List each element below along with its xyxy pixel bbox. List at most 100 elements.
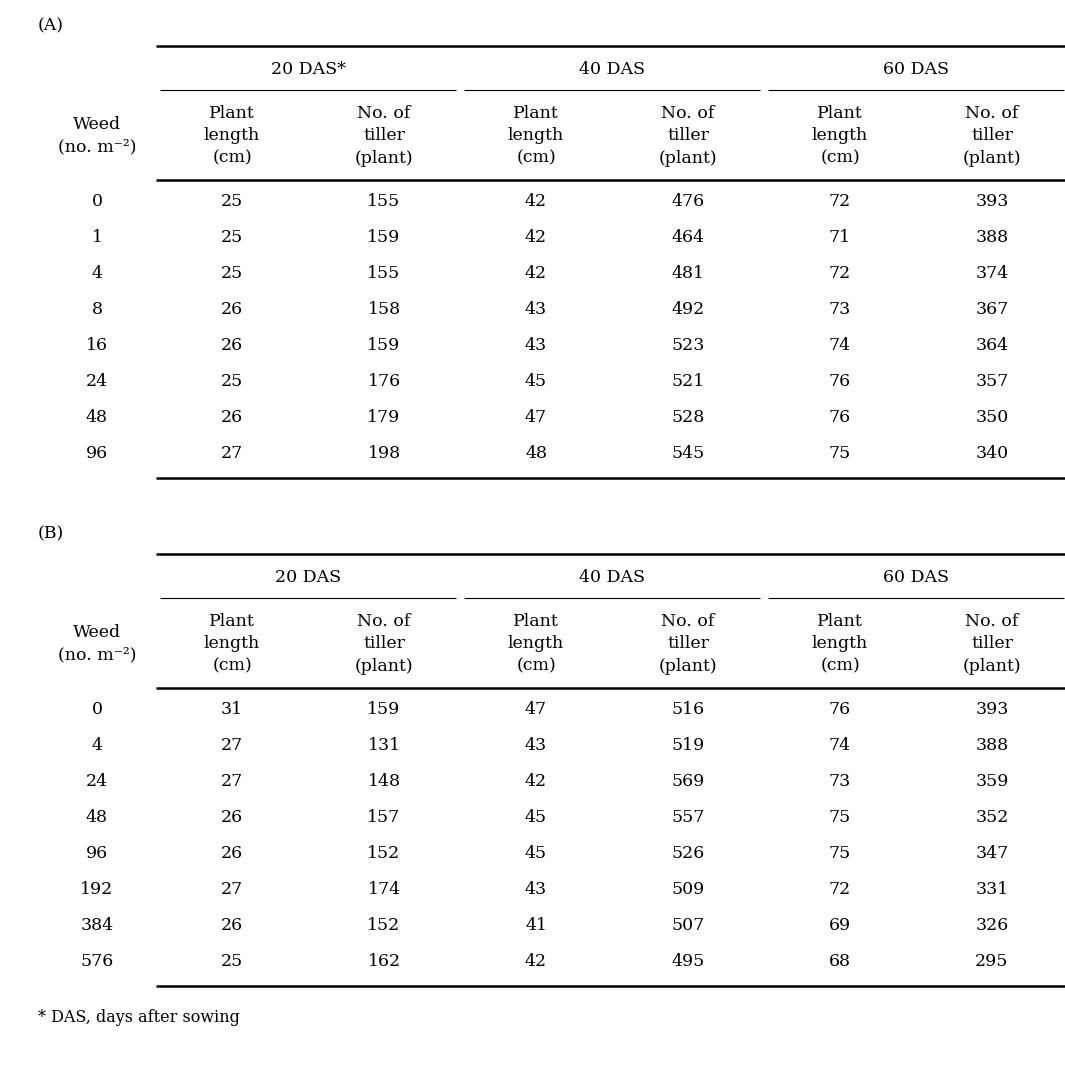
Text: 152: 152 — [367, 917, 400, 935]
Text: 27: 27 — [220, 738, 243, 754]
Text: 507: 507 — [671, 917, 705, 935]
Text: 42: 42 — [525, 953, 547, 970]
Text: 350: 350 — [976, 409, 1009, 426]
Text: 43: 43 — [525, 301, 547, 319]
Text: 76: 76 — [829, 702, 851, 718]
Text: 24: 24 — [86, 373, 108, 391]
Text: 45: 45 — [525, 373, 547, 391]
Text: 557: 557 — [671, 809, 705, 827]
Text: Weed
(no. m⁻²): Weed (no. m⁻²) — [58, 625, 136, 664]
Text: 159: 159 — [367, 702, 400, 718]
Text: Plant
length
(cm): Plant length (cm) — [203, 614, 260, 675]
Text: 516: 516 — [671, 702, 705, 718]
Text: 155: 155 — [367, 194, 400, 210]
Text: 96: 96 — [86, 845, 108, 863]
Text: 526: 526 — [671, 845, 705, 863]
Text: No. of
tiller
(plant): No. of tiller (plant) — [658, 614, 718, 675]
Text: 295: 295 — [976, 953, 1009, 970]
Text: 25: 25 — [220, 953, 243, 970]
Text: 43: 43 — [525, 738, 547, 754]
Text: 157: 157 — [367, 809, 400, 827]
Text: 45: 45 — [525, 809, 547, 827]
Text: No. of
tiller
(plant): No. of tiller (plant) — [963, 614, 1021, 675]
Text: 60 DAS: 60 DAS — [883, 569, 949, 586]
Text: 464: 464 — [672, 230, 705, 247]
Text: 72: 72 — [829, 194, 851, 210]
Text: 72: 72 — [829, 265, 851, 283]
Text: 476: 476 — [671, 194, 705, 210]
Text: 174: 174 — [367, 881, 400, 899]
Text: 75: 75 — [829, 845, 851, 863]
Text: 20 DAS: 20 DAS — [275, 569, 341, 586]
Text: Weed
(no. m⁻²): Weed (no. m⁻²) — [58, 116, 136, 156]
Text: 523: 523 — [671, 337, 705, 355]
Text: Plant
length
(cm): Plant length (cm) — [508, 614, 564, 675]
Text: 25: 25 — [220, 265, 243, 283]
Text: 26: 26 — [220, 337, 243, 355]
Text: 75: 75 — [829, 445, 851, 462]
Text: 71: 71 — [829, 230, 851, 247]
Text: 388: 388 — [976, 230, 1009, 247]
Text: 26: 26 — [220, 301, 243, 319]
Text: 74: 74 — [829, 337, 851, 355]
Text: 374: 374 — [976, 265, 1009, 283]
Text: 8: 8 — [92, 301, 102, 319]
Text: 26: 26 — [220, 917, 243, 935]
Text: 73: 73 — [829, 774, 851, 791]
Text: 364: 364 — [976, 337, 1009, 355]
Text: 47: 47 — [525, 409, 547, 426]
Text: Plant
length
(cm): Plant length (cm) — [812, 614, 868, 675]
Text: 384: 384 — [81, 917, 114, 935]
Text: No. of
tiller
(plant): No. of tiller (plant) — [963, 106, 1021, 166]
Text: 76: 76 — [829, 409, 851, 426]
Text: Plant
length
(cm): Plant length (cm) — [812, 106, 868, 166]
Text: 388: 388 — [976, 738, 1009, 754]
Text: 367: 367 — [976, 301, 1009, 319]
Text: 176: 176 — [367, 373, 400, 391]
Text: 545: 545 — [671, 445, 705, 462]
Text: 569: 569 — [671, 774, 705, 791]
Text: 60 DAS: 60 DAS — [883, 62, 949, 78]
Text: 27: 27 — [220, 445, 243, 462]
Text: 16: 16 — [86, 337, 108, 355]
Text: 326: 326 — [976, 917, 1009, 935]
Text: 26: 26 — [220, 809, 243, 827]
Text: 26: 26 — [220, 845, 243, 863]
Text: 42: 42 — [525, 194, 547, 210]
Text: 42: 42 — [525, 265, 547, 283]
Text: 25: 25 — [220, 194, 243, 210]
Text: 96: 96 — [86, 445, 108, 462]
Text: 48: 48 — [86, 809, 108, 827]
Text: 48: 48 — [86, 409, 108, 426]
Text: 131: 131 — [367, 738, 400, 754]
Text: 47: 47 — [525, 702, 547, 718]
Text: 72: 72 — [829, 881, 851, 899]
Text: 481: 481 — [672, 265, 705, 283]
Text: 340: 340 — [976, 445, 1009, 462]
Text: 331: 331 — [976, 881, 1009, 899]
Text: 576: 576 — [80, 953, 114, 970]
Text: 509: 509 — [671, 881, 705, 899]
Text: 25: 25 — [220, 373, 243, 391]
Text: Plant
length
(cm): Plant length (cm) — [508, 106, 564, 166]
Text: Plant
length
(cm): Plant length (cm) — [203, 106, 260, 166]
Text: 495: 495 — [671, 953, 705, 970]
Text: 359: 359 — [976, 774, 1009, 791]
Text: 4: 4 — [92, 738, 102, 754]
Text: 179: 179 — [367, 409, 400, 426]
Text: 40 DAS: 40 DAS — [579, 569, 645, 586]
Text: 41: 41 — [525, 917, 547, 935]
Text: 42: 42 — [525, 230, 547, 247]
Text: 48: 48 — [525, 445, 547, 462]
Text: 393: 393 — [976, 194, 1009, 210]
Text: 43: 43 — [525, 881, 547, 899]
Text: 4: 4 — [92, 265, 102, 283]
Text: (B): (B) — [38, 526, 64, 543]
Text: 192: 192 — [80, 881, 114, 899]
Text: 519: 519 — [671, 738, 705, 754]
Text: 521: 521 — [671, 373, 705, 391]
Text: 159: 159 — [367, 337, 400, 355]
Text: 162: 162 — [367, 953, 400, 970]
Text: 0: 0 — [92, 702, 102, 718]
Text: * DAS, days after sowing: * DAS, days after sowing — [38, 1010, 240, 1026]
